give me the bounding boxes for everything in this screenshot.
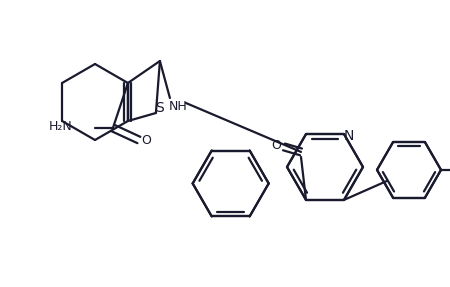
Text: O: O <box>141 133 151 146</box>
Text: S: S <box>156 101 164 115</box>
Text: NH: NH <box>169 100 187 113</box>
Text: O: O <box>271 139 281 152</box>
Text: H₂N: H₂N <box>49 121 73 133</box>
Text: N: N <box>344 129 354 143</box>
